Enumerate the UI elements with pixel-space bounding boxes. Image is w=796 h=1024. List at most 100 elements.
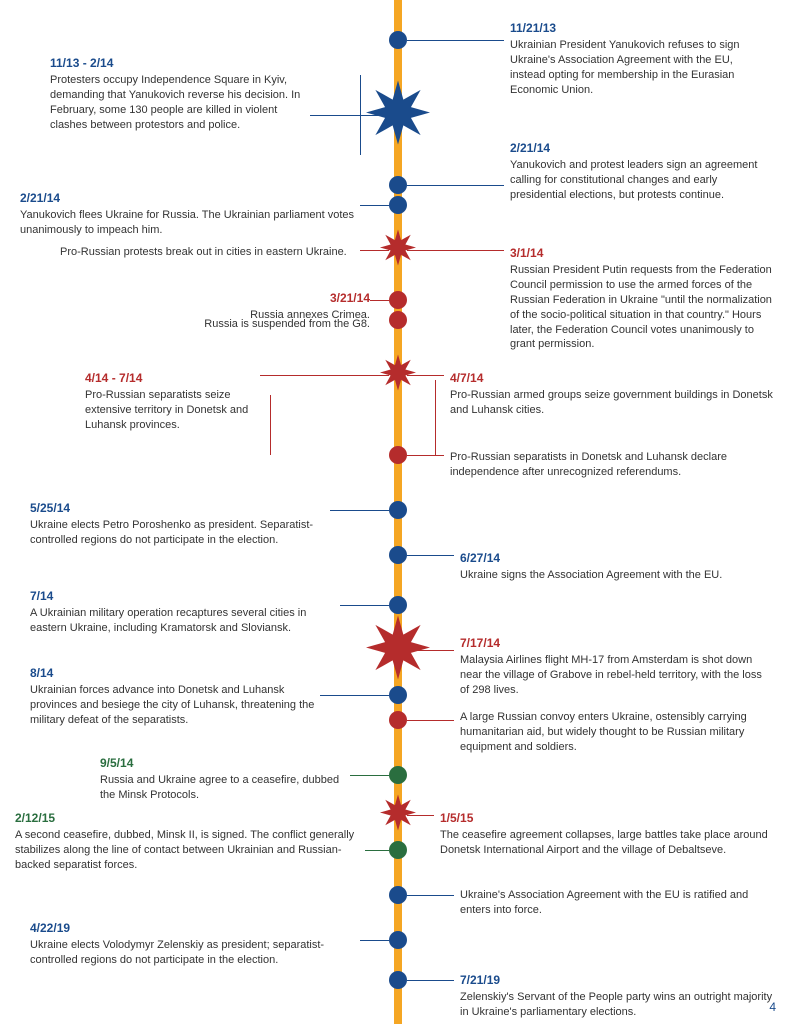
event-date: 7/21/19 [460,972,780,988]
event-description: Russian President Putin requests from th… [510,263,780,352]
event-description: A Ukrainian military operation recapture… [30,606,340,636]
connector-line [407,720,454,721]
timeline-marker-circle [389,766,407,784]
connector-line [360,940,389,941]
timeline-event: 7/14 A Ukrainian military operation recap… [30,588,340,636]
connector-line [365,850,389,851]
bracket-connector [435,380,436,455]
timeline-event: A large Russian convoy enters Ukraine, o… [460,710,780,755]
connector-line [310,115,389,116]
timeline-marker-circle [389,546,407,564]
timeline-event: 1/5/15 The ceasefire agreement collapses,… [440,810,780,858]
event-description: Pro-Russian protests break out in cities… [60,245,360,260]
event-description: Ukraine's Association Agreement with the… [460,888,760,918]
timeline-event: Pro-Russian separatists in Donetsk and L… [450,450,780,480]
event-date: 2/12/15 [15,810,365,826]
event-description: Ukraine signs the Association Agreement … [460,568,770,583]
timeline-event: 4/7/14 Pro-Russian armed groups seize gov… [450,370,780,418]
timeline-event: Russia is suspended from the G8. [140,317,370,332]
event-date: 8/14 [30,665,320,681]
timeline-marker-circle [389,311,407,329]
timeline-marker-circle [389,841,407,859]
event-description: Ukraine elects Volodymyr Zelenskiy as pr… [30,938,360,968]
timeline-event: 4/22/19 Ukraine elects Volodymyr Zelenski… [30,920,360,968]
connector-line [407,185,504,186]
timeline-event: 11/21/13 Ukrainian President Yanukovich r… [510,20,770,98]
connector-line [360,205,389,206]
event-description: Ukrainian forces advance into Donetsk an… [30,683,320,728]
timeline-marker-circle [389,31,407,49]
connector-line [407,250,504,251]
connector-line [407,375,444,376]
bracket-connector [360,75,361,155]
event-description: Ukraine elects Petro Poroshenko as presi… [30,518,330,548]
timeline-event: Ukraine's Association Agreement with the… [460,888,760,918]
event-description: Pro-Russian separatists seize extensive … [85,388,260,433]
event-description: A large Russian convoy enters Ukraine, o… [460,710,780,755]
event-description: Pro-Russian armed groups seize governmen… [450,388,780,418]
event-date: 7/14 [30,588,340,604]
connector-line [350,775,389,776]
event-date: 2/21/14 [510,140,770,156]
connector-line [407,815,434,816]
event-description: Protesters occupy Independence Square in… [50,73,310,132]
timeline-marker-circle [389,686,407,704]
timeline-marker-circle [389,196,407,214]
connector-line [407,980,454,981]
timeline-marker-circle [389,446,407,464]
timeline-marker-circle [389,501,407,519]
event-description: Russia is suspended from the G8. [140,317,370,332]
timeline-event: 8/14 Ukrainian forces advance into Donets… [30,665,320,728]
page-number: 4 [769,1000,776,1014]
event-date: 4/22/19 [30,920,360,936]
event-date: 11/21/13 [510,20,770,36]
timeline-marker-circle [389,176,407,194]
connector-line [360,250,389,251]
event-date: 5/25/14 [30,500,330,516]
timeline-event: 2/21/14 Yanukovich flees Ukraine for Russ… [20,190,360,238]
event-description: Pro-Russian separatists in Donetsk and L… [450,450,780,480]
connector-line [407,40,504,41]
event-date: 7/17/14 [460,635,770,651]
timeline-event: 11/13 - 2/14 Protesters occupy Independen… [50,55,310,133]
event-description: Malaysia Airlines flight MH-17 from Amst… [460,653,770,698]
event-description: Yanukovich flees Ukraine for Russia. The… [20,208,360,238]
connector-line [260,375,389,376]
event-date: 2/21/14 [20,190,360,206]
event-date: 3/21/14 [150,290,370,306]
event-description: A second ceasefire, dubbed, Minsk II, is… [15,828,365,873]
timeline-marker-circle [389,291,407,309]
timeline-event: 7/17/14 Malaysia Airlines flight MH-17 fr… [460,635,770,698]
connector-line [407,895,454,896]
connector-line [370,300,389,301]
event-date: 9/5/14 [100,755,350,771]
timeline-event: 2/12/15 A second ceasefire, dubbed, Minsk… [15,810,365,873]
timeline-marker-circle [389,971,407,989]
timeline-event: 7/21/19 Zelenskiy's Servant of the People… [460,972,780,1020]
event-date: 4/7/14 [450,370,780,386]
connector-line [407,650,454,651]
timeline-marker-circle [389,931,407,949]
event-description: Yanukovich and protest leaders sign an a… [510,158,770,203]
event-date: 1/5/15 [440,810,780,826]
event-date: 6/27/14 [460,550,770,566]
event-description: Ukrainian President Yanukovich refuses t… [510,38,770,97]
connector-line [340,605,389,606]
timeline-event: 6/27/14 Ukraine signs the Association Agr… [460,550,770,583]
connector-line [407,555,454,556]
timeline-marker-circle [389,596,407,614]
timeline-event: 4/14 - 7/14 Pro-Russian separatists seize… [85,370,260,433]
timeline-event: 9/5/14Russia and Ukraine agree to a ceas… [100,755,350,803]
event-description: The ceasefire agreement collapses, large… [440,828,780,858]
event-date: 3/1/14 [510,245,780,261]
timeline-event: 2/21/14 Yanukovich and protest leaders si… [510,140,770,203]
timeline-event: 3/1/14 Russian President Putin requests f… [510,245,780,352]
connector-line [330,510,389,511]
event-date: 11/13 - 2/14 [50,55,310,71]
timeline-marker-circle [389,711,407,729]
connector-line [407,455,444,456]
event-description: Zelenskiy's Servant of the People party … [460,990,780,1020]
timeline-marker-circle [389,886,407,904]
event-date: 4/14 - 7/14 [85,370,260,386]
timeline-event: 5/25/14 Ukraine elects Petro Poroshenko a… [30,500,330,548]
